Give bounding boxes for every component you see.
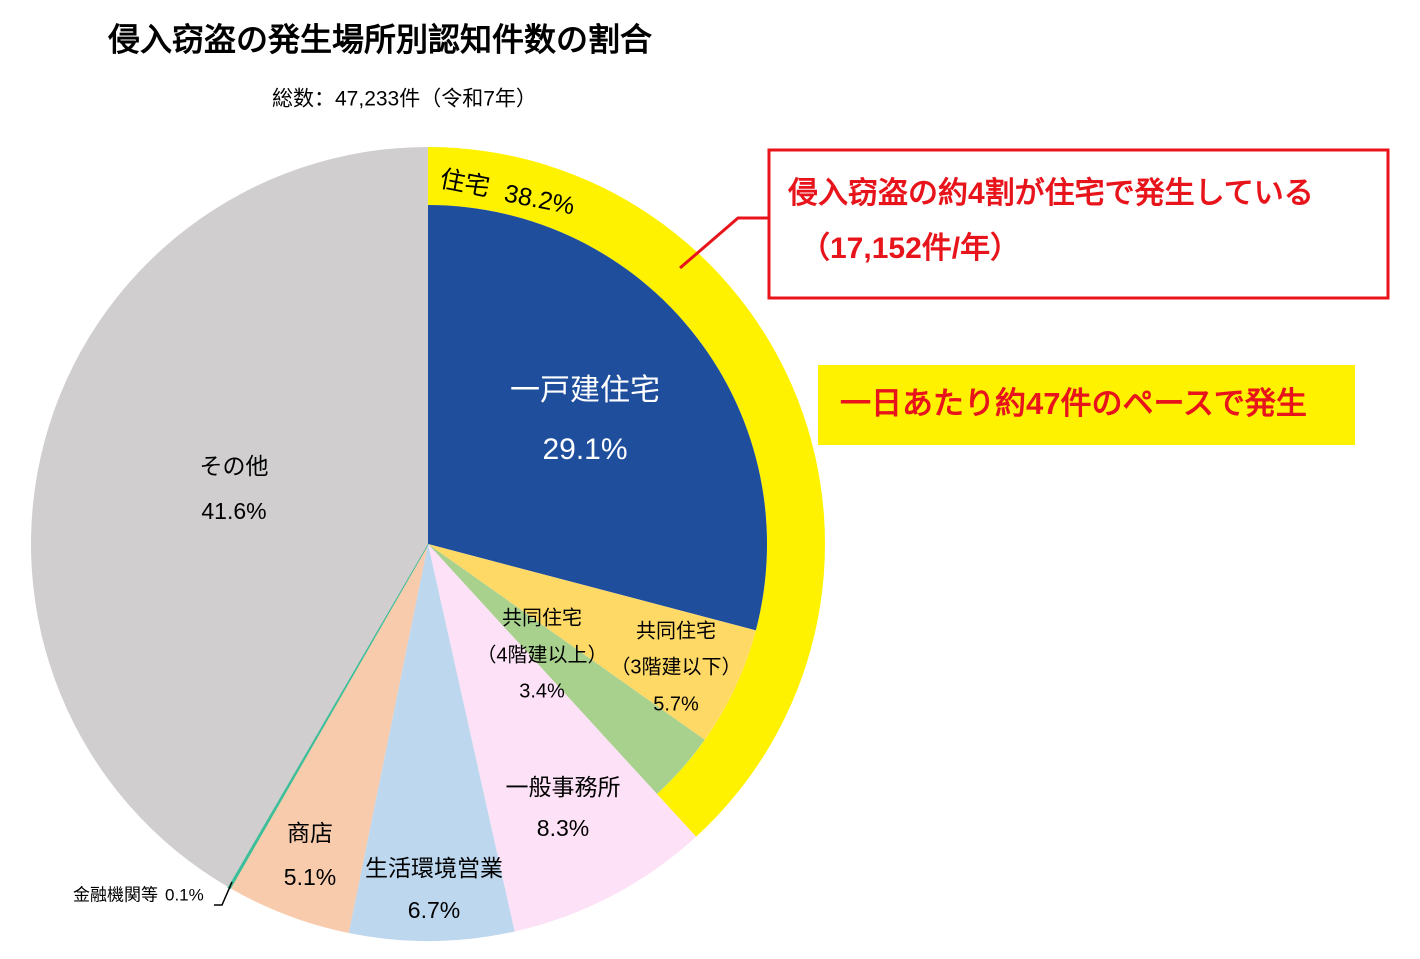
chart-subtitle: 総数：47,233件（令和7年）: [272, 88, 537, 111]
slice-value-label: 8.3%: [537, 815, 589, 841]
highlight-text: 一日あたり約47件のペースで発生: [840, 386, 1307, 421]
ring-arc: [428, 147, 825, 837]
slice-label: 金融機関等: [73, 885, 158, 904]
pie: [31, 147, 825, 941]
pie-slice: [348, 544, 515, 941]
callout-text: 侵入窃盗の約4割が住宅で発生している: [787, 176, 1314, 210]
slice-value-label: 6.7%: [408, 897, 460, 923]
slice-label: 一戸建住宅: [510, 374, 660, 407]
slice-label: （4階建以上）: [476, 643, 607, 666]
slice-value-label: 29.1%: [542, 433, 627, 466]
pie-slice: [428, 544, 705, 795]
slice-label: 商店: [287, 820, 333, 846]
pie-slice: [428, 544, 756, 740]
slice-value-label: 3.4%: [519, 680, 565, 702]
callout-box: [767, 148, 1390, 300]
slice-label: 一般事務所: [506, 774, 621, 800]
pie-slice: [428, 544, 697, 932]
slice-label: （3階建以下）: [610, 655, 741, 678]
slice-value-label: 41.6%: [201, 498, 266, 524]
slice-label: 共同住宅: [502, 606, 582, 629]
slice-label: 共同住宅: [636, 619, 716, 642]
slice-label: 生活環境営業: [365, 855, 503, 881]
pie-slice: [428, 205, 767, 631]
pie-slice: [31, 147, 428, 887]
pie-slice: [230, 544, 428, 934]
callout-leader: [679, 216, 769, 270]
leader-line: [214, 881, 233, 906]
highlight-box: [818, 365, 1355, 445]
callout-text: （17,152件/年）: [800, 231, 1020, 265]
chart-title: 侵入窃盗の発生場所別認知件数の割合: [107, 21, 652, 57]
slice-label: その他: [200, 453, 269, 479]
slice-value-label: 0.1%: [165, 885, 204, 904]
slice-value-label: 5.1%: [284, 864, 336, 890]
slice-value-label: 5.7%: [653, 693, 699, 715]
